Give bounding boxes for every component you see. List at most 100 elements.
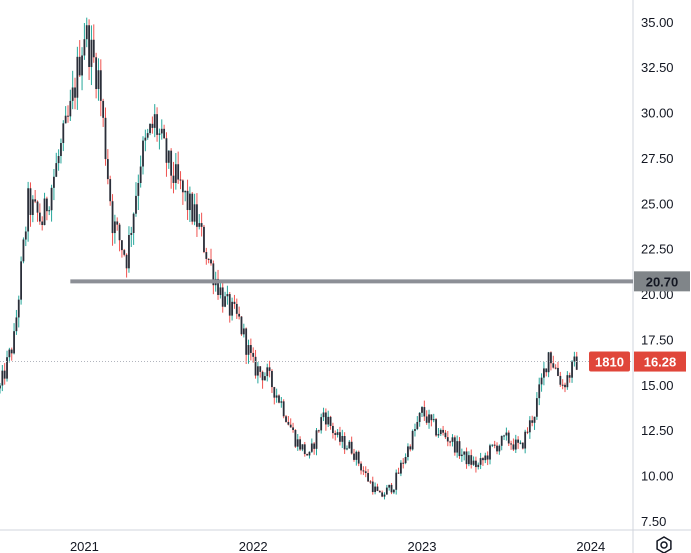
candle-body [156,114,158,135]
candle-body [125,254,128,269]
candle-body [181,180,184,193]
candle-body [432,419,435,421]
candle-body [329,416,332,426]
candle-body [458,441,461,457]
candle-body [303,444,306,455]
candle-body [55,163,58,177]
candle-body [339,432,341,442]
candle-body [128,234,130,269]
candle-body [353,453,355,460]
candle-body [69,100,72,117]
symbol-badge-label: 1810 [595,355,624,370]
gear-icon[interactable] [656,536,672,553]
candle-body [45,198,48,212]
candle-body [146,133,149,138]
candle-body [559,375,562,385]
candle-body [409,446,412,450]
candle-body [343,436,346,450]
candle-body [106,159,109,180]
candle-body [383,494,386,497]
y-tick-label: 22.50 [641,242,674,257]
y-tick-label: 35.00 [641,15,674,30]
candle-body [118,224,121,241]
candle-body [271,370,273,388]
candle-body [259,366,262,372]
candle-body [472,460,475,465]
candle-body [191,193,194,222]
candle-body [357,451,360,464]
candle-body [470,455,473,465]
candle-body [411,430,414,450]
candle-body [402,462,405,464]
x-tick-label: 2022 [239,539,268,553]
candle-body [521,442,524,449]
candle-body [306,454,309,456]
candle-body [60,143,62,157]
candle-body [50,187,53,211]
candle-body [13,331,15,354]
candle-body [160,128,163,134]
x-tick-label: 2023 [408,539,437,553]
candle-body [557,367,559,376]
candle-body [20,261,22,300]
candle-body [385,487,388,495]
candle-body [404,457,407,464]
candle-body [149,123,151,134]
candle-body [324,412,327,425]
candle-body [3,370,6,379]
candle-body [212,263,215,286]
candle-body [203,226,205,253]
candle-body [67,115,69,117]
candle-body [163,128,166,139]
candle-body [552,363,555,368]
symbol-badge [589,351,630,372]
candle-body [531,420,534,423]
candle-body [137,183,140,196]
candle-body [71,87,74,101]
candle-body [538,384,541,399]
candle-body [446,437,449,442]
candle-body [367,473,369,482]
candle-body [463,451,466,455]
candle-body [421,407,423,413]
candle-body [566,375,569,388]
candle-body [85,25,88,40]
candle-body [228,294,231,316]
candle-body [285,416,287,422]
candle-body [442,429,444,433]
candle-body [505,432,508,436]
y-tick-label: 7.50 [641,514,666,529]
last-price-tag [634,351,686,372]
candle-body [41,221,44,226]
candle-body [261,371,264,381]
candle-body [252,352,255,357]
candle-body [350,441,353,454]
candle-body [491,444,494,446]
x-tick-label: 2021 [70,539,99,553]
candle-body [418,412,421,422]
settings-button[interactable] [656,536,672,553]
candle-body [378,490,381,493]
candle-body [247,345,250,355]
candle-body [503,435,505,437]
candle-body [226,294,229,297]
candle-body [193,204,196,222]
last-price-label: 16.28 [644,355,677,370]
candle-body [34,199,37,202]
y-tick-label: 17.50 [641,332,674,347]
candle-body [219,287,222,295]
candle-body [568,375,571,378]
candle-body [266,367,269,377]
candle-body [53,176,55,188]
candle-body [430,414,433,421]
candle-body [465,451,468,465]
candle-body [6,357,8,379]
candle-body [38,212,41,222]
x-axis-ticks[interactable]: 2021 2022 2023 2024 [70,539,605,553]
y-tick-label: 30.00 [641,106,674,121]
candle-body [362,470,365,472]
candle-body [43,198,46,226]
candle-body [83,39,86,56]
candle-body [456,441,459,453]
candle-body [336,432,339,435]
